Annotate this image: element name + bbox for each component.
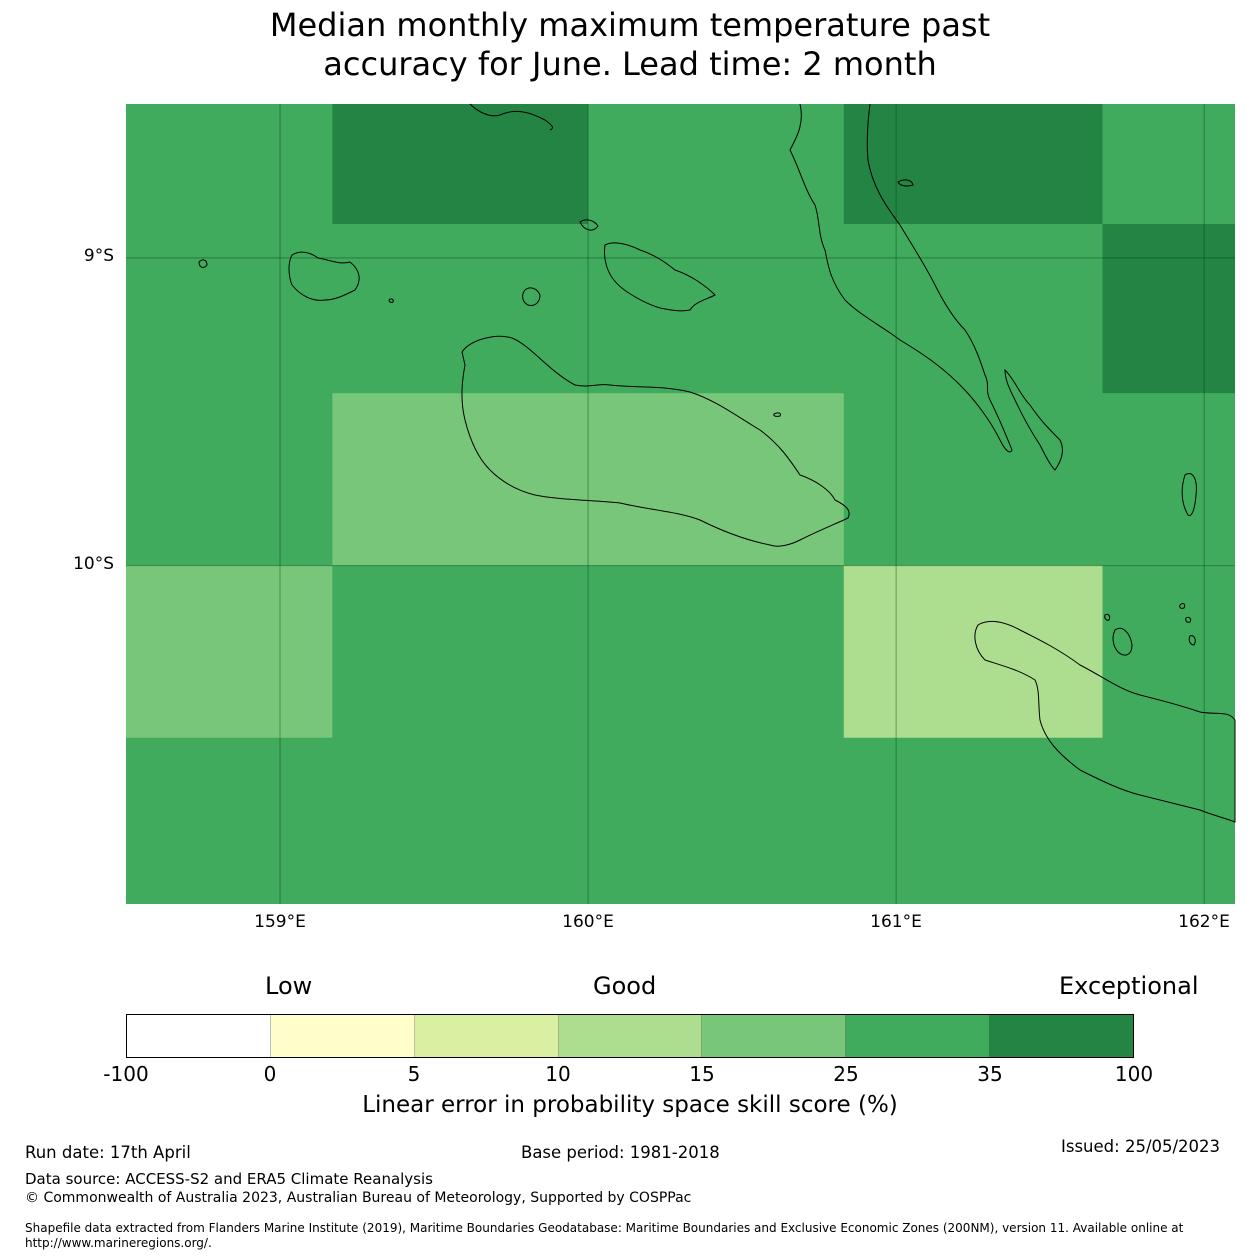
skill-cell [588,104,844,224]
footer-data-source: Data source: ACCESS-S2 and ERA5 Climate … [25,1170,433,1188]
legend-swatch [990,1015,1134,1057]
graticule [126,104,1235,904]
skill-grid-cells [126,104,1235,904]
skill-cell [1102,393,1235,566]
footer-issued: Issued: 25/05/2023 [1061,1137,1221,1156]
legend-tick: 5 [407,1062,421,1086]
legend-tick: 10 [545,1062,571,1086]
legend-swatch [702,1015,847,1057]
skill-cell [332,224,844,394]
lon-label-161e: 161°E [870,912,922,932]
legend-word-good: Good [593,972,657,1000]
legend-tick: 25 [833,1062,859,1086]
coastline-makira [974,620,1236,823]
coastline-islet-se-3 [1188,635,1196,646]
map-title-line2: accuracy for June. Lead time: 2 month [323,45,937,83]
footer-shapefile-line2: http://www.marineregions.org/. [25,1236,212,1250]
legend-tick: 100 [1114,1062,1154,1086]
legend-tick: -100 [103,1062,149,1086]
skill-cell [1102,104,1235,224]
skill-cell [332,565,844,738]
skill-cell [843,565,1103,738]
coastline-islet-se-2 [1185,616,1192,623]
legend-word-low: Low [265,972,313,1000]
coastline-nggela-north [579,219,599,231]
skill-cell [1102,565,1235,738]
skill-cell [126,565,333,738]
legend-tick: 35 [977,1062,1003,1086]
coastline-ulawa [1181,473,1197,517]
coastline-islet-mid [773,412,781,417]
legend-swatch [270,1015,415,1057]
coastline-islet-west [198,259,208,268]
lon-label-159e: 159°E [254,912,306,932]
coastline-malaita-north-islet [897,179,914,187]
coastline-guadalcanal [461,335,850,547]
footer-shapefile-credit: Shapefile data extracted from Flanders M… [25,1221,1255,1251]
skill-cell [332,393,844,566]
legend-swatch [558,1015,703,1057]
footer-shapefile-line1: Shapefile data extracted from Flanders M… [25,1221,1184,1235]
coastline-ugi [1112,627,1133,656]
map-title: Median monthly maximum temperature past … [0,6,1260,84]
coastline-russell-islands [288,251,360,301]
lat-label-10s: 10°S [73,554,114,574]
lat-label-9s: 9°S [83,246,114,266]
coastline-islet-se-4 [1104,613,1111,621]
footer-run-date: Run date: 17th April [25,1143,191,1162]
skill-cell [332,104,589,224]
legend-axis-label: Linear error in probability space skill … [362,1092,898,1118]
map-panel [126,103,1236,904]
legend-swatch [127,1015,271,1057]
legend-word-exceptional: Exceptional [1059,972,1199,1000]
coastline-north-islands [469,103,553,131]
skill-cell [126,104,333,566]
map-title-line1: Median monthly maximum temperature past [269,6,991,44]
coastline-small-malaita [1004,368,1063,471]
skill-cell [843,104,1103,224]
skill-cell [1102,224,1235,394]
coastlines [198,103,1236,823]
lon-label-160e: 160°E [562,912,614,932]
skill-cell [843,224,1103,566]
coastline-islet-small-1 [388,298,394,303]
coastline-savo [522,287,541,306]
footer-base-period: Base period: 1981-2018 [521,1143,720,1162]
skill-cell [126,737,1235,904]
coastline-florida-islands [603,242,716,312]
legend-tick: 0 [263,1062,277,1086]
lon-label-162e: 162°E [1178,912,1230,932]
legend-tick: 15 [689,1062,715,1086]
coastline-malaita [789,103,1013,453]
footer-copyright: © Commonwealth of Australia 2023, Austra… [25,1190,692,1206]
legend-swatch [846,1015,991,1057]
legend-colorbar [126,1014,1134,1058]
coastline-islet-se-1 [1179,603,1186,609]
legend-swatch [414,1015,559,1057]
